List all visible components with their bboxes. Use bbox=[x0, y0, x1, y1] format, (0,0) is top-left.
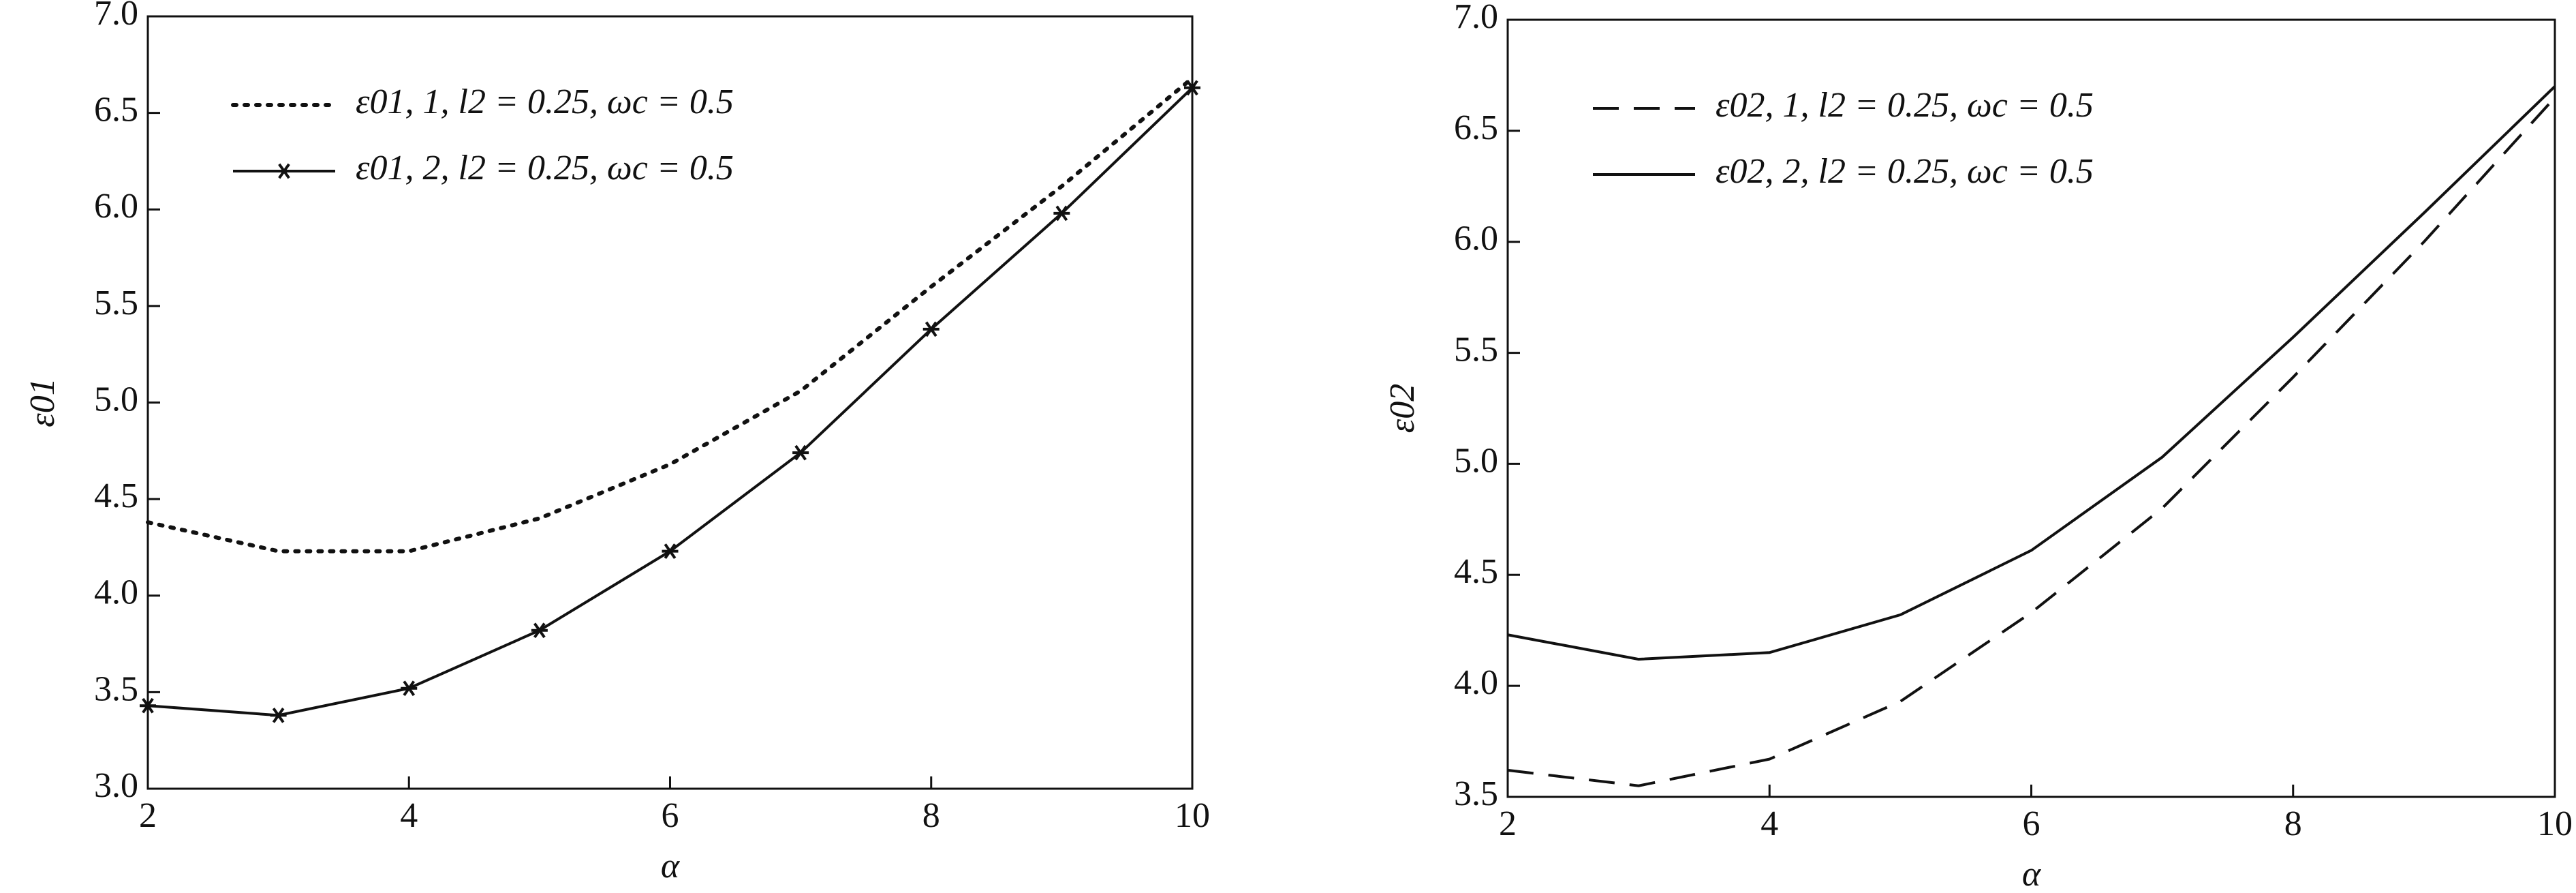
y-tick-label: 6.0 bbox=[1454, 220, 1498, 258]
star-marker bbox=[1053, 205, 1070, 222]
star-marker bbox=[140, 697, 156, 714]
x-tick-label: 6 bbox=[2023, 804, 2040, 843]
y-tick-label: 3.0 bbox=[94, 766, 138, 805]
y-axis-label: ε02 bbox=[1383, 384, 1422, 434]
star-marker bbox=[401, 680, 418, 697]
star-marker bbox=[922, 321, 940, 337]
x-tick-label: 2 bbox=[1499, 804, 1517, 843]
series-line bbox=[1507, 96, 2556, 787]
y-tick-label: 7.0 bbox=[1454, 0, 1498, 36]
star-marker bbox=[792, 444, 809, 461]
star-marker bbox=[531, 622, 548, 639]
y-axis-label: ε01 bbox=[23, 378, 62, 427]
y-tick-label: 6.5 bbox=[94, 91, 138, 130]
x-tick-label: 6 bbox=[662, 796, 679, 835]
y-tick-label: 4.0 bbox=[1454, 663, 1498, 702]
y-tick-label: 5.5 bbox=[1454, 331, 1498, 369]
legend-label: ε01, 2, l2 = 0.25, ωc = 0.5 bbox=[356, 149, 734, 187]
y-tick-label: 5.5 bbox=[94, 284, 138, 322]
y-tick-label: 3.5 bbox=[1454, 774, 1498, 813]
x-tick-label: 2 bbox=[139, 796, 157, 835]
plot-frame bbox=[146, 15, 1194, 790]
series-line bbox=[146, 76, 1194, 554]
legend-label: ε02, 2, l2 = 0.25, ωc = 0.5 bbox=[1716, 152, 2094, 191]
y-tick-label: 5.0 bbox=[1454, 441, 1498, 480]
series-line bbox=[1507, 85, 2556, 661]
legend-label: ε02, 1, l2 = 0.25, ωc = 0.5 bbox=[1716, 86, 2094, 125]
y-tick-label: 3.5 bbox=[94, 669, 138, 708]
star-marker bbox=[270, 708, 287, 723]
x-axis-label: α bbox=[661, 847, 681, 886]
star-marker bbox=[1184, 80, 1200, 96]
x-axis-label: α bbox=[2022, 855, 2042, 893]
plot-frame bbox=[1506, 18, 2556, 798]
x-tick-label: 8 bbox=[2284, 804, 2302, 843]
y-tick-label: 6.5 bbox=[1454, 108, 1498, 147]
star-marker bbox=[662, 543, 679, 559]
x-tick-label: 4 bbox=[1760, 804, 1778, 843]
x-tick-label: 8 bbox=[922, 796, 940, 835]
y-tick-label: 4.5 bbox=[1454, 552, 1498, 591]
y-tick-label: 6.0 bbox=[94, 187, 138, 226]
x-tick-label: 4 bbox=[400, 796, 418, 835]
x-tick-label: 10 bbox=[1175, 796, 1210, 835]
y-tick-label: 7.0 bbox=[94, 0, 138, 33]
y-tick-label: 5.0 bbox=[94, 380, 138, 419]
y-tick-label: 4.0 bbox=[94, 573, 138, 612]
legend-label: ε01, 1, l2 = 0.25, ωc = 0.5 bbox=[356, 82, 734, 121]
y-tick-label: 4.5 bbox=[94, 476, 138, 515]
x-tick-label: 10 bbox=[2537, 804, 2573, 843]
legend-marker bbox=[276, 163, 292, 179]
